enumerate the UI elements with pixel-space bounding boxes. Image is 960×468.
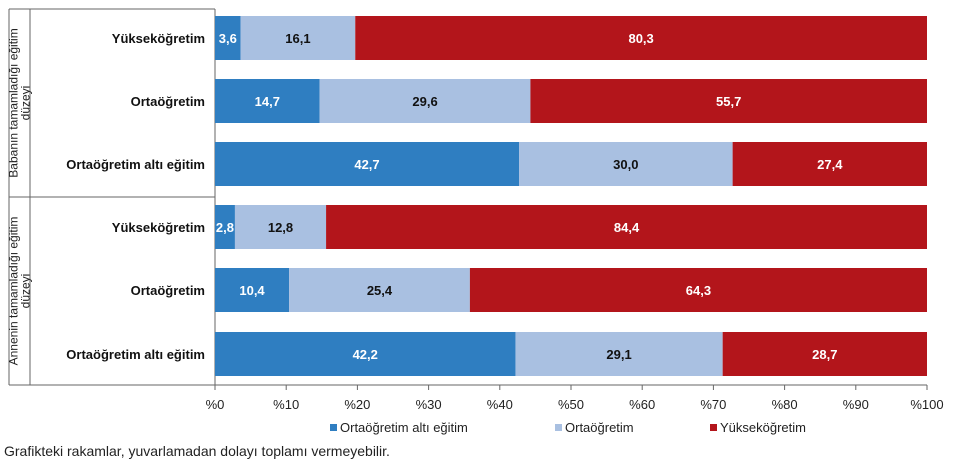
category-label: Ortaöğretim altı eğitim	[66, 347, 205, 362]
bar-segment	[319, 79, 531, 123]
data-label: 29,6	[412, 94, 437, 109]
data-label: 12,8	[268, 220, 293, 235]
footnote: Grafikteki rakamlar, yuvarlamadan dolayı…	[4, 443, 390, 459]
data-label: 29,1	[606, 347, 631, 362]
data-label: 55,7	[716, 94, 741, 109]
bar-segment	[289, 268, 470, 312]
bar-segment	[469, 268, 927, 312]
data-label: 64,3	[686, 283, 711, 298]
bar-segment	[215, 16, 241, 60]
x-tick-label: %100	[910, 397, 943, 412]
category-label: Ortaöğretim altı eğitim	[66, 157, 205, 172]
bar-segment	[530, 79, 927, 123]
data-label: 3,6	[219, 31, 237, 46]
x-tick-label: %20	[344, 397, 370, 412]
x-tick-label: %40	[487, 397, 513, 412]
legend-swatch	[555, 424, 562, 431]
data-label: 2,8	[216, 220, 234, 235]
bar-segment	[519, 142, 733, 186]
legend-label: Ortaöğretim	[565, 420, 634, 435]
x-tick-label: %90	[843, 397, 869, 412]
data-label: 10,4	[239, 283, 265, 298]
data-label: 27,4	[817, 157, 843, 172]
bar-segment	[732, 142, 927, 186]
x-tick-label: %60	[629, 397, 655, 412]
bar-segment	[355, 16, 927, 60]
category-label: Ortaöğretim	[131, 283, 205, 298]
data-label: 42,2	[353, 347, 378, 362]
x-tick-label: %80	[772, 397, 798, 412]
bar-segment	[240, 16, 356, 60]
data-label: 14,7	[255, 94, 280, 109]
group-label: Babanın tamamladığı eğitimdüzeyi	[7, 28, 33, 177]
x-tick-label: %50	[558, 397, 584, 412]
legend-label: Ortaöğretim altı eğitim	[340, 420, 468, 435]
category-label: Yükseköğretim	[112, 31, 205, 46]
legend-swatch	[330, 424, 337, 431]
bar-segment	[515, 332, 723, 376]
category-label: Yükseköğretim	[112, 220, 205, 235]
x-tick-label: %0	[206, 397, 225, 412]
category-label: Ortaöğretim	[131, 94, 205, 109]
bar-segment	[326, 205, 927, 249]
data-label: 42,7	[354, 157, 379, 172]
data-label: 16,1	[285, 31, 310, 46]
x-tick-label: %30	[416, 397, 442, 412]
group-label: Annenin tamamladığı eğitimdüzeyi	[7, 217, 33, 366]
bar-segment	[215, 332, 516, 376]
legend-label: Yükseköğretim	[720, 420, 806, 435]
data-label: 25,4	[367, 283, 393, 298]
data-label: 80,3	[628, 31, 653, 46]
stacked-bar-chart: %0 %10 %20 %30 %40 %50 %60 %70 %80 %90 %100 Babanın…	[7, 8, 944, 435]
data-label: 28,7	[812, 347, 837, 362]
x-tick-label: %10	[273, 397, 299, 412]
data-label: 84,4	[614, 220, 640, 235]
bar-segment	[215, 205, 235, 249]
bar-segment	[215, 79, 320, 123]
bar-segment	[234, 205, 327, 249]
x-tick-label: %70	[700, 397, 726, 412]
legend-swatch	[710, 424, 717, 431]
bar-segment	[215, 142, 520, 186]
data-label: 30,0	[613, 157, 638, 172]
bar-segment	[722, 332, 927, 376]
bar-segment	[215, 268, 290, 312]
